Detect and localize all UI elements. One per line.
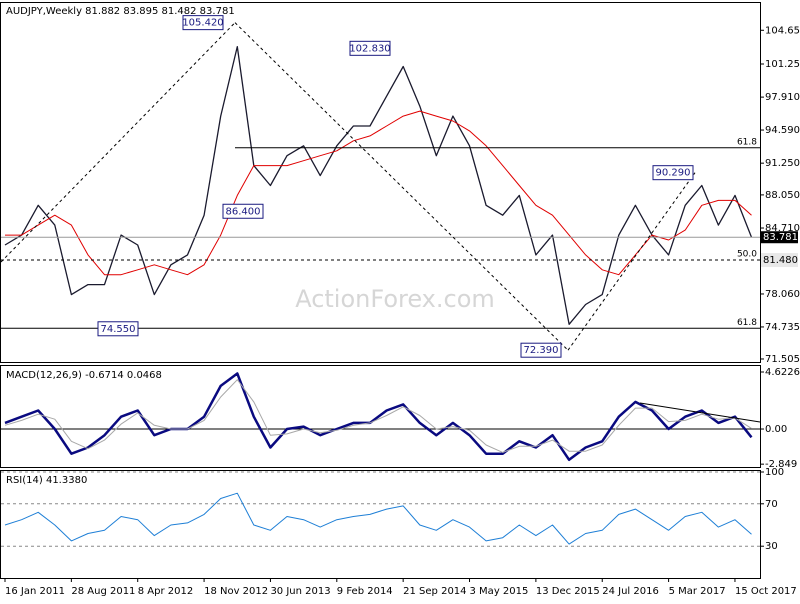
y-tick-label: 97.910 bbox=[765, 92, 800, 103]
y-tick-label: 74.735 bbox=[765, 322, 800, 333]
annotation-label: 74.550 bbox=[101, 324, 136, 335]
x-tick-label: 8 Apr 2012 bbox=[138, 586, 193, 597]
y-tick-label: 70 bbox=[765, 499, 778, 510]
last-price-label: 83.781 bbox=[763, 232, 798, 243]
y-tick-label: 91.250 bbox=[765, 158, 800, 169]
annotation-box bbox=[652, 165, 694, 181]
rsi-title: RSI(14) 41.3380 bbox=[6, 475, 87, 486]
x-tick-label: 28 Aug 2011 bbox=[71, 586, 135, 597]
watermark: ActionForex.com bbox=[295, 285, 495, 313]
main-title: AUDJPY,Weekly 81.882 83.895 81.482 83.78… bbox=[6, 6, 235, 17]
y-tick-label: 104.650 bbox=[765, 25, 800, 36]
macd-title: MACD(12,26,9) -0.6714 0.0468 bbox=[6, 370, 162, 381]
main-panel bbox=[0, 2, 761, 363]
y-tick-label: 84.710 bbox=[765, 223, 800, 234]
annotation-box bbox=[761, 253, 798, 268]
y-tick-label: 30 bbox=[765, 541, 778, 552]
y-tick-label: 100 bbox=[765, 467, 784, 478]
annotation-box bbox=[182, 15, 224, 31]
y-tick-label: 4.6226 bbox=[765, 367, 800, 378]
annotation-label: 72.390 bbox=[524, 345, 559, 356]
x-tick-label: 18 Nov 2012 bbox=[204, 586, 268, 597]
last-price-box bbox=[761, 231, 798, 244]
series-line bbox=[5, 110, 752, 276]
y-tick-label: 88.050 bbox=[765, 190, 800, 201]
annotation-label: 105.420 bbox=[182, 18, 223, 29]
y-tick-label: 0.00 bbox=[765, 424, 787, 435]
rsi-panel bbox=[0, 470, 761, 579]
annotation-box bbox=[97, 321, 139, 337]
y-tick-label: 78.060 bbox=[765, 289, 800, 300]
fib-label: 50.0 bbox=[737, 250, 757, 260]
annotation-box bbox=[222, 203, 264, 219]
x-tick-label: 3 May 2015 bbox=[470, 586, 529, 597]
annotation-label: 90.290 bbox=[656, 168, 691, 179]
annotation-label: 102.830 bbox=[349, 43, 390, 54]
series-line bbox=[4, 372, 753, 462]
x-tick-label: 5 Mar 2017 bbox=[669, 586, 726, 597]
series-line bbox=[4, 379, 752, 453]
trendline bbox=[0, 22, 236, 263]
y-tick-label: -2.849 bbox=[765, 459, 797, 470]
x-tick-label: 9 Feb 2014 bbox=[337, 586, 393, 597]
fib-label: 61.8 bbox=[737, 137, 757, 147]
y-tick-label: 71.505 bbox=[765, 354, 800, 365]
trendline bbox=[639, 402, 761, 423]
annotation-box bbox=[520, 342, 562, 358]
y-tick-label: 94.590 bbox=[765, 125, 800, 136]
fib-label: 61.8 bbox=[737, 318, 757, 328]
annotation-box bbox=[349, 40, 391, 56]
macd-panel bbox=[0, 365, 761, 468]
x-tick-label: 30 Jun 2013 bbox=[270, 586, 330, 597]
x-tick-label: 15 Oct 2017 bbox=[735, 586, 797, 597]
annotation-label: 81.480 bbox=[763, 255, 798, 266]
x-tick-label: 21 Sep 2014 bbox=[403, 586, 466, 597]
x-tick-label: 16 Jan 2011 bbox=[5, 586, 65, 597]
trendline bbox=[567, 172, 696, 351]
x-tick-label: 13 Dec 2015 bbox=[536, 586, 600, 597]
x-tick-label: 24 Jul 2016 bbox=[602, 586, 659, 597]
y-tick-label: 101.250 bbox=[765, 59, 800, 70]
series-line bbox=[4, 45, 753, 325]
annotation-label: 86.400 bbox=[226, 206, 261, 217]
series-line bbox=[4, 492, 752, 545]
